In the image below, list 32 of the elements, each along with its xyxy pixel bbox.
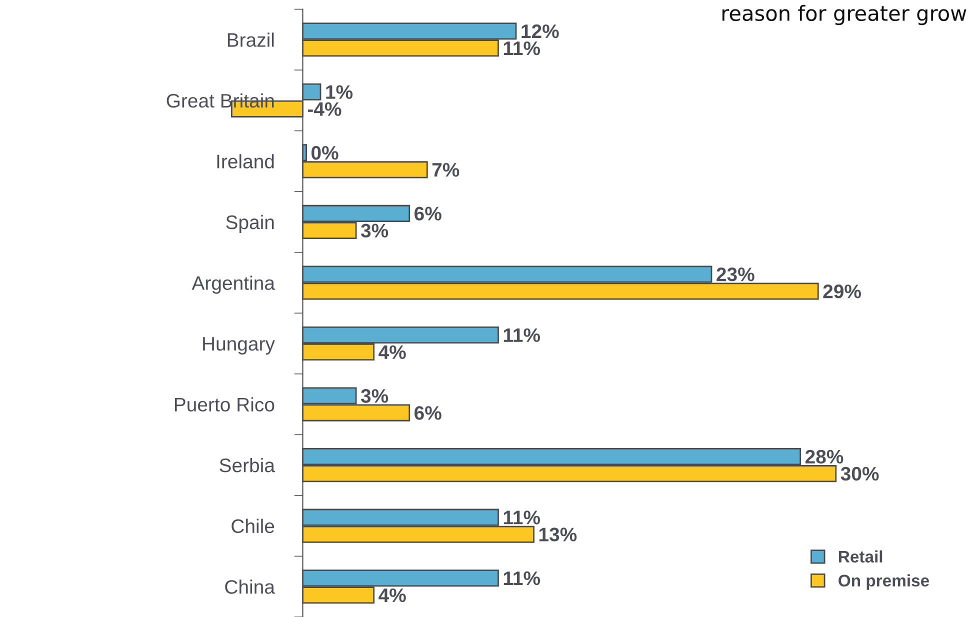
data-label: -4% bbox=[308, 102, 342, 116]
data-label: 1% bbox=[326, 85, 353, 99]
data-label: 6% bbox=[414, 406, 442, 420]
data-label: 0% bbox=[312, 146, 338, 160]
data-label: 29% bbox=[823, 284, 861, 298]
data-label: 11% bbox=[504, 328, 540, 342]
data-label: 7% bbox=[432, 163, 460, 177]
data-label: 3% bbox=[360, 224, 388, 238]
legend-label: Retail bbox=[839, 550, 882, 563]
y-tick-label: Brazil bbox=[228, 32, 274, 47]
y-tick-label: Chile bbox=[232, 518, 274, 534]
data-label: 11% bbox=[504, 510, 540, 524]
y-tick-label: Puerto Rico bbox=[174, 397, 274, 412]
y-tick-label: China bbox=[225, 580, 275, 594]
y-tick-label: Serbia bbox=[220, 458, 275, 472]
data-label: 30% bbox=[840, 466, 879, 481]
data-label: 23% bbox=[716, 268, 754, 282]
annotation: reason for greater grow bbox=[722, 4, 966, 26]
y-tick-label: Ireland bbox=[217, 154, 274, 168]
data-label: 4% bbox=[378, 588, 406, 602]
data-label: 11% bbox=[504, 571, 540, 586]
data-label: 11% bbox=[504, 41, 540, 56]
data-label: 6% bbox=[414, 206, 442, 220]
legend-label: On premise bbox=[838, 574, 930, 590]
data-label: 4% bbox=[378, 345, 406, 360]
data-label: 12% bbox=[522, 24, 559, 38]
y-tick-label: Argentina bbox=[192, 276, 275, 294]
data-label: 3% bbox=[360, 389, 388, 403]
data-label: 28% bbox=[805, 450, 844, 464]
y-tick-label: Spain bbox=[226, 214, 274, 234]
y-tick-label: Hungary bbox=[203, 337, 275, 355]
data-label: 13% bbox=[539, 528, 577, 542]
